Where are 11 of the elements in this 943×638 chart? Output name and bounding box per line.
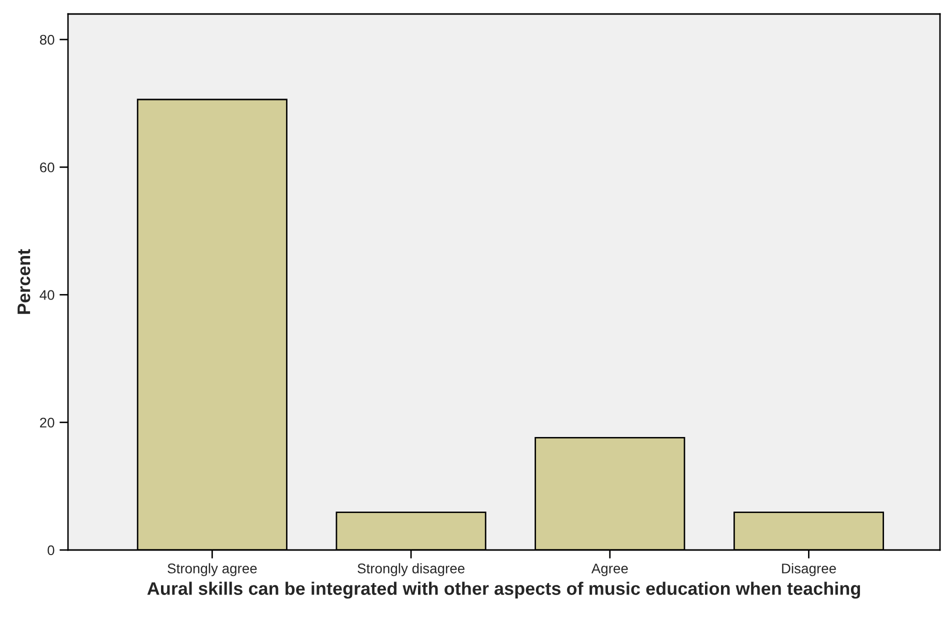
y-tick-label: 60 xyxy=(40,162,54,172)
x-tick-label: Strongly agree xyxy=(168,563,257,576)
x-tick-label: Strongly disagree xyxy=(358,563,464,576)
y-tick-label: 20 xyxy=(40,418,54,428)
x-axis-title: Aural skills can be integrated with other aspects of music education when teaching xyxy=(147,582,860,599)
y-tick-label: 0 xyxy=(48,545,54,556)
y-axis-title: Percent xyxy=(18,249,30,314)
x-tick-label: Disagree xyxy=(782,563,836,576)
y-tick-label: 80 xyxy=(40,34,54,45)
y-tick-label: 40 xyxy=(40,290,54,300)
x-tick-label: Agree xyxy=(591,564,628,576)
